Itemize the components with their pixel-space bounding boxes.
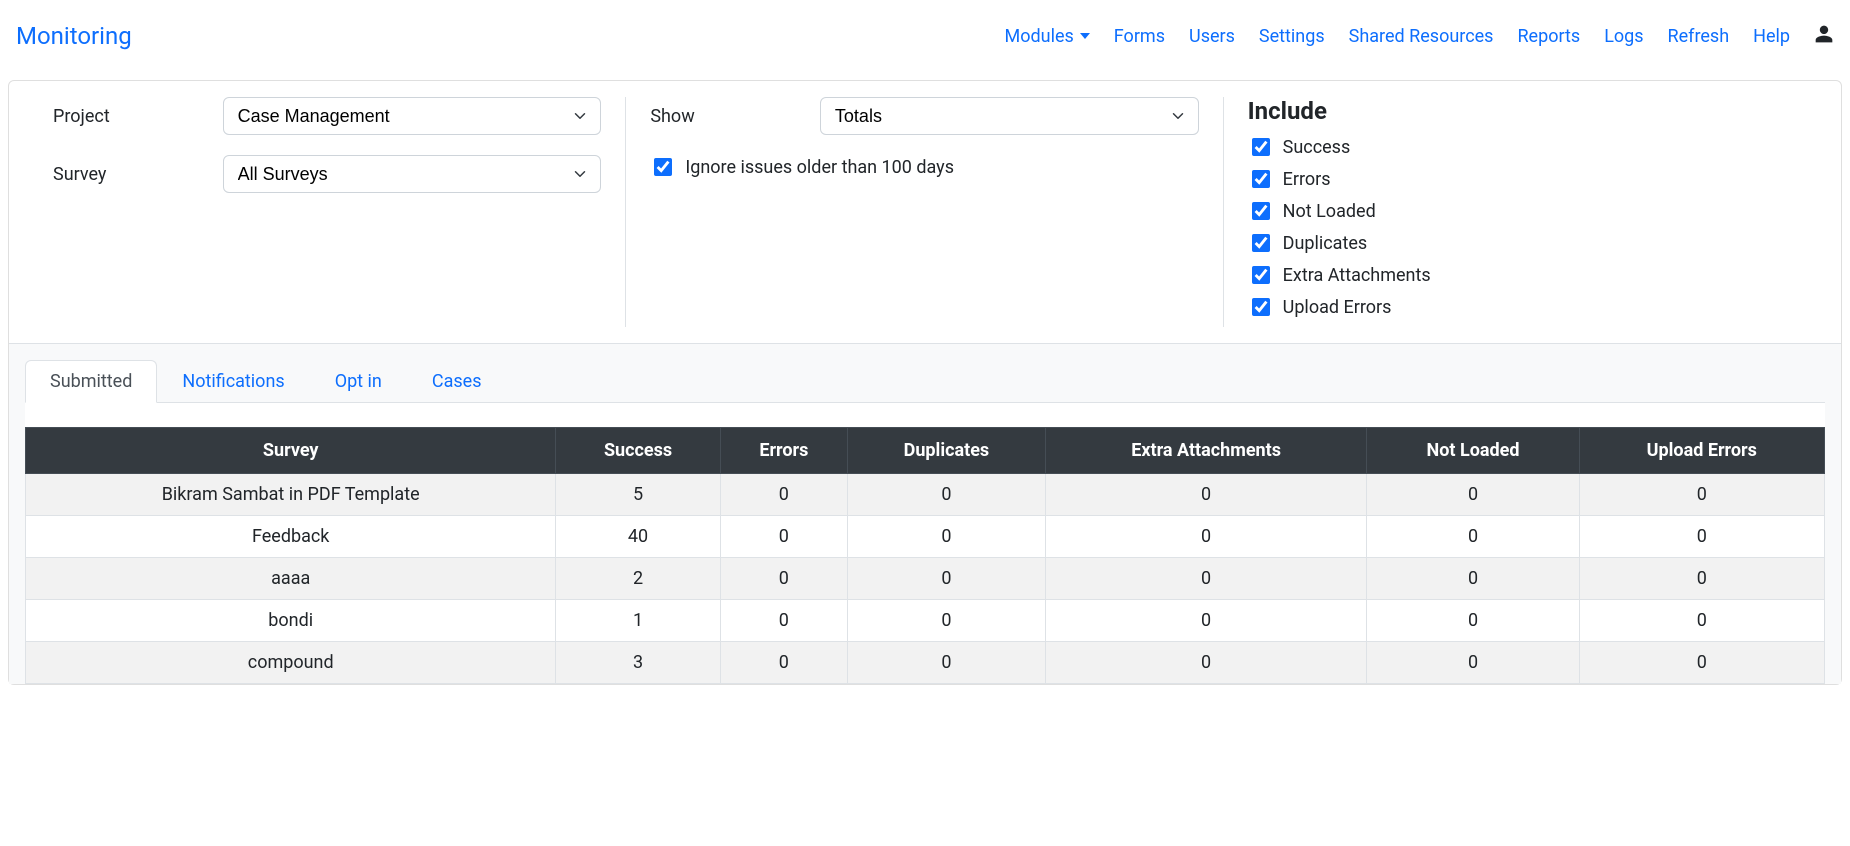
table-cell: 0	[720, 600, 847, 642]
filter-col-project: Project Case Management Survey All Surve…	[29, 97, 626, 327]
survey-label: Survey	[53, 164, 223, 185]
brand-link[interactable]: Monitoring	[16, 22, 132, 50]
filters-body: Project Case Management Survey All Surve…	[9, 81, 1841, 343]
show-label: Show	[650, 106, 820, 127]
table-cell: 0	[1367, 642, 1579, 684]
table-head: SurveySuccessErrorsDuplicatesExtra Attac…	[26, 428, 1825, 474]
table-cell: 0	[1579, 642, 1824, 684]
table-cell: 40	[556, 516, 720, 558]
nav-tabs: Submitted Notifications Opt in Cases	[25, 360, 1825, 403]
nav-modules[interactable]: Modules	[1005, 26, 1090, 47]
table-cell: Feedback	[26, 516, 556, 558]
nav-reports[interactable]: Reports	[1517, 26, 1580, 47]
table-cell: 0	[1579, 474, 1824, 516]
table-cell: 0	[1367, 600, 1579, 642]
table-cell: 0	[1579, 558, 1824, 600]
col-success: Success	[556, 428, 720, 474]
col-errors: Errors	[720, 428, 847, 474]
include-duplicates-label: Duplicates	[1283, 233, 1368, 254]
table-row[interactable]: bondi100000	[26, 600, 1825, 642]
col-extra-attachments: Extra Attachments	[1045, 428, 1367, 474]
table-cell: 0	[1367, 558, 1579, 600]
col-survey: Survey	[26, 428, 556, 474]
table-cell: 0	[1045, 558, 1367, 600]
table-cell: 0	[1579, 600, 1824, 642]
include-success-label: Success	[1283, 137, 1351, 158]
nav-help[interactable]: Help	[1753, 26, 1790, 47]
table-cell: 0	[848, 474, 1046, 516]
include-duplicates-checkbox[interactable]	[1252, 234, 1270, 252]
table-cell: 0	[720, 642, 847, 684]
tab-cases[interactable]: Cases	[407, 360, 507, 403]
table-cell: Bikram Sambat in PDF Template	[26, 474, 556, 516]
nav-modules-label: Modules	[1005, 26, 1074, 47]
col-upload-errors: Upload Errors	[1579, 428, 1824, 474]
tab-panel: Submitted Notifications Opt in Cases Sur…	[9, 343, 1841, 684]
table-cell: 0	[1579, 516, 1824, 558]
filter-col-include: Include Success Errors Not Loaded Duplic…	[1224, 97, 1821, 327]
include-upload-errors-checkbox[interactable]	[1252, 298, 1270, 316]
include-extra-attachments-label: Extra Attachments	[1283, 265, 1431, 286]
col-not-loaded: Not Loaded	[1367, 428, 1579, 474]
table-cell: 0	[1367, 516, 1579, 558]
table-cell: 0	[720, 516, 847, 558]
table-cell: 0	[1045, 600, 1367, 642]
project-select[interactable]: Case Management	[223, 97, 601, 135]
table-cell: aaaa	[26, 558, 556, 600]
include-extra-attachments-checkbox[interactable]	[1252, 266, 1270, 284]
filter-col-show: Show Totals Ignore issues older than 100…	[626, 97, 1223, 327]
table-cell: bondi	[26, 600, 556, 642]
results-table: SurveySuccessErrorsDuplicatesExtra Attac…	[25, 427, 1825, 684]
include-errors-label: Errors	[1283, 169, 1331, 190]
tab-notifications[interactable]: Notifications	[157, 360, 309, 403]
nav-refresh[interactable]: Refresh	[1668, 26, 1730, 47]
nav-forms[interactable]: Forms	[1114, 26, 1165, 47]
tab-content: SurveySuccessErrorsDuplicatesExtra Attac…	[25, 403, 1825, 684]
nav-users[interactable]: Users	[1189, 26, 1235, 47]
table-row[interactable]: Bikram Sambat in PDF Template500000	[26, 474, 1825, 516]
table-cell: 0	[1045, 474, 1367, 516]
include-success-checkbox[interactable]	[1252, 138, 1270, 156]
table-cell: 1	[556, 600, 720, 642]
include-heading: Include	[1248, 97, 1797, 125]
tab-submitted[interactable]: Submitted	[25, 360, 157, 403]
show-select[interactable]: Totals	[820, 97, 1198, 135]
table-cell: 0	[1367, 474, 1579, 516]
caret-down-icon	[1080, 33, 1090, 39]
table-cell: 0	[1045, 642, 1367, 684]
table-cell: 0	[720, 474, 847, 516]
ignore-checkbox[interactable]	[654, 158, 672, 176]
include-not-loaded-label: Not Loaded	[1283, 201, 1376, 222]
ignore-label: Ignore issues older than 100 days	[685, 157, 954, 178]
table-cell: 0	[848, 600, 1046, 642]
table-cell: 0	[720, 558, 847, 600]
table-row[interactable]: aaaa200000	[26, 558, 1825, 600]
nav-logs[interactable]: Logs	[1604, 26, 1643, 47]
user-icon[interactable]	[1814, 24, 1834, 44]
include-errors-checkbox[interactable]	[1252, 170, 1270, 188]
table-cell: 5	[556, 474, 720, 516]
table-cell: 0	[848, 558, 1046, 600]
table-row[interactable]: compound300000	[26, 642, 1825, 684]
include-not-loaded-checkbox[interactable]	[1252, 202, 1270, 220]
nav-shared-resources[interactable]: Shared Resources	[1349, 26, 1494, 47]
table-cell: 3	[556, 642, 720, 684]
table-cell: compound	[26, 642, 556, 684]
top-navbar: Monitoring Modules Forms Users Settings …	[0, 0, 1850, 72]
include-upload-errors-label: Upload Errors	[1283, 297, 1392, 318]
project-label: Project	[53, 106, 223, 127]
filters-grid: Project Case Management Survey All Surve…	[29, 97, 1821, 327]
table-row[interactable]: Feedback4000000	[26, 516, 1825, 558]
survey-select[interactable]: All Surveys	[223, 155, 601, 193]
table-body: Bikram Sambat in PDF Template500000Feedb…	[26, 474, 1825, 684]
table-cell: 0	[1045, 516, 1367, 558]
table-cell: 0	[848, 642, 1046, 684]
col-duplicates: Duplicates	[848, 428, 1046, 474]
nav-settings[interactable]: Settings	[1259, 26, 1325, 47]
nav-list: Modules Forms Users Settings Shared Reso…	[1005, 24, 1834, 48]
main-card: Project Case Management Survey All Surve…	[8, 80, 1842, 685]
table-cell: 0	[848, 516, 1046, 558]
table-cell: 2	[556, 558, 720, 600]
tab-optin[interactable]: Opt in	[310, 360, 407, 403]
